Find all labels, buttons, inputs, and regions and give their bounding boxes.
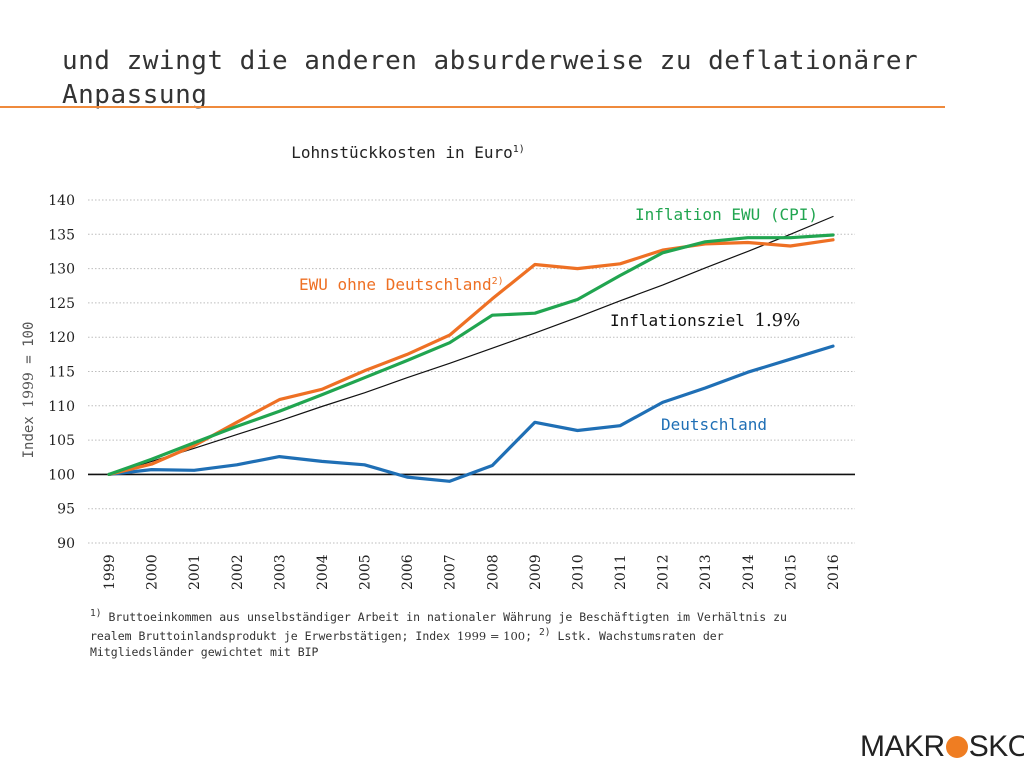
footnote-text-2: realem Bruttoinlandsprodukt je Erwerbstä…	[90, 628, 457, 643]
footnote-line-3: Mitgliedsländer gewichtet mit BIP	[90, 644, 319, 659]
x-tick-label: 2001	[187, 554, 203, 590]
y-tick-label: 125	[48, 296, 75, 312]
logo-text-left: MAKR	[860, 730, 945, 763]
y-tick-label: 130	[48, 262, 75, 278]
x-tick-label: 2011	[613, 554, 629, 590]
label-inflationsziel: Inflationsziel 1.9%	[610, 310, 800, 331]
x-tick-label: 2012	[656, 554, 672, 590]
series-line-inflationsziel	[108, 215, 834, 475]
y-tick-label: 100	[48, 467, 75, 483]
page-headline: und zwingt die anderen absurderweise zu …	[62, 46, 919, 110]
chart-title: Lohnstückkosten in Euro1)	[291, 143, 525, 162]
x-tick-label: 2000	[145, 554, 161, 590]
y-tick-label: 110	[48, 399, 75, 415]
x-tick-label: 2003	[272, 554, 288, 590]
label-deutschland: Deutschland	[661, 415, 767, 434]
logo-dot-icon	[945, 736, 968, 758]
x-tick-label: 2004	[315, 554, 331, 590]
y-axis-label: Index 1999 = 100	[21, 322, 37, 459]
label-inflation-ewu: Inflation EWU (CPI)	[635, 205, 818, 224]
x-tick-label: 2010	[570, 554, 586, 590]
footnote-text-1: Bruttoeinkommen aus unselbständiger Arbe…	[101, 609, 787, 624]
x-tick-label: 2006	[400, 554, 416, 590]
x-tick-label: 2005	[358, 554, 374, 590]
x-tick-label: 2015	[783, 554, 799, 590]
makroskop-logo: MAKR SKOP	[860, 730, 1024, 764]
y-tick-label: 140	[48, 193, 75, 209]
x-tick-label: 2014	[741, 554, 757, 590]
chart-gridlines	[88, 199, 855, 544]
chart-footnote: 1) Bruttoeinkommen aus unselbständiger A…	[90, 606, 870, 660]
logo-text-right: SKOP	[968, 730, 1024, 763]
footnote-separator: ;	[525, 628, 539, 643]
footnote-marker-1: 1)	[90, 608, 102, 619]
footnote-text-3: Lstk. Wachstumsraten der	[550, 628, 724, 643]
y-tick-label: 120	[48, 330, 75, 346]
x-axis-ticks: 1999 2000 2001 2002 2003 2004 2005 2006 2007 2008…	[102, 554, 842, 590]
y-tick-label: 90	[57, 536, 75, 552]
chart-series	[107, 215, 835, 483]
x-tick-label: 2016	[826, 554, 842, 590]
x-tick-label: 2002	[230, 554, 246, 590]
y-tick-label: 105	[48, 433, 75, 449]
label-ewu-ohne-deutschland: EWU ohne Deutschland2)	[299, 275, 504, 294]
y-tick-label: 115	[48, 365, 75, 381]
y-axis-ticks: 90 95 100 105 110 115 120 125 130 135 140	[48, 193, 75, 552]
x-tick-label: 2007	[443, 554, 459, 590]
headline-underline	[0, 106, 945, 108]
x-tick-label: 2013	[698, 554, 714, 590]
x-tick-label: 2008	[485, 554, 501, 590]
series-line-ewu-ohne-deutschland	[107, 238, 835, 476]
x-tick-label: 1999	[102, 554, 118, 590]
footnote-line-1: 1) Bruttoeinkommen aus unselbständiger A…	[90, 606, 870, 625]
y-tick-label: 135	[48, 227, 75, 243]
footnote-index-base: 1999 = 100	[456, 628, 526, 643]
footnote-marker-2: 2)	[538, 626, 551, 638]
series-line-deutschland	[107, 344, 835, 483]
series-line-inflation-ewu-cpi	[107, 233, 835, 476]
y-tick-label: 95	[57, 502, 75, 518]
footnote-line-2: realem Bruttoinlandsprodukt je Erwerbstä…	[90, 625, 870, 644]
x-tick-label: 2009	[528, 554, 544, 590]
